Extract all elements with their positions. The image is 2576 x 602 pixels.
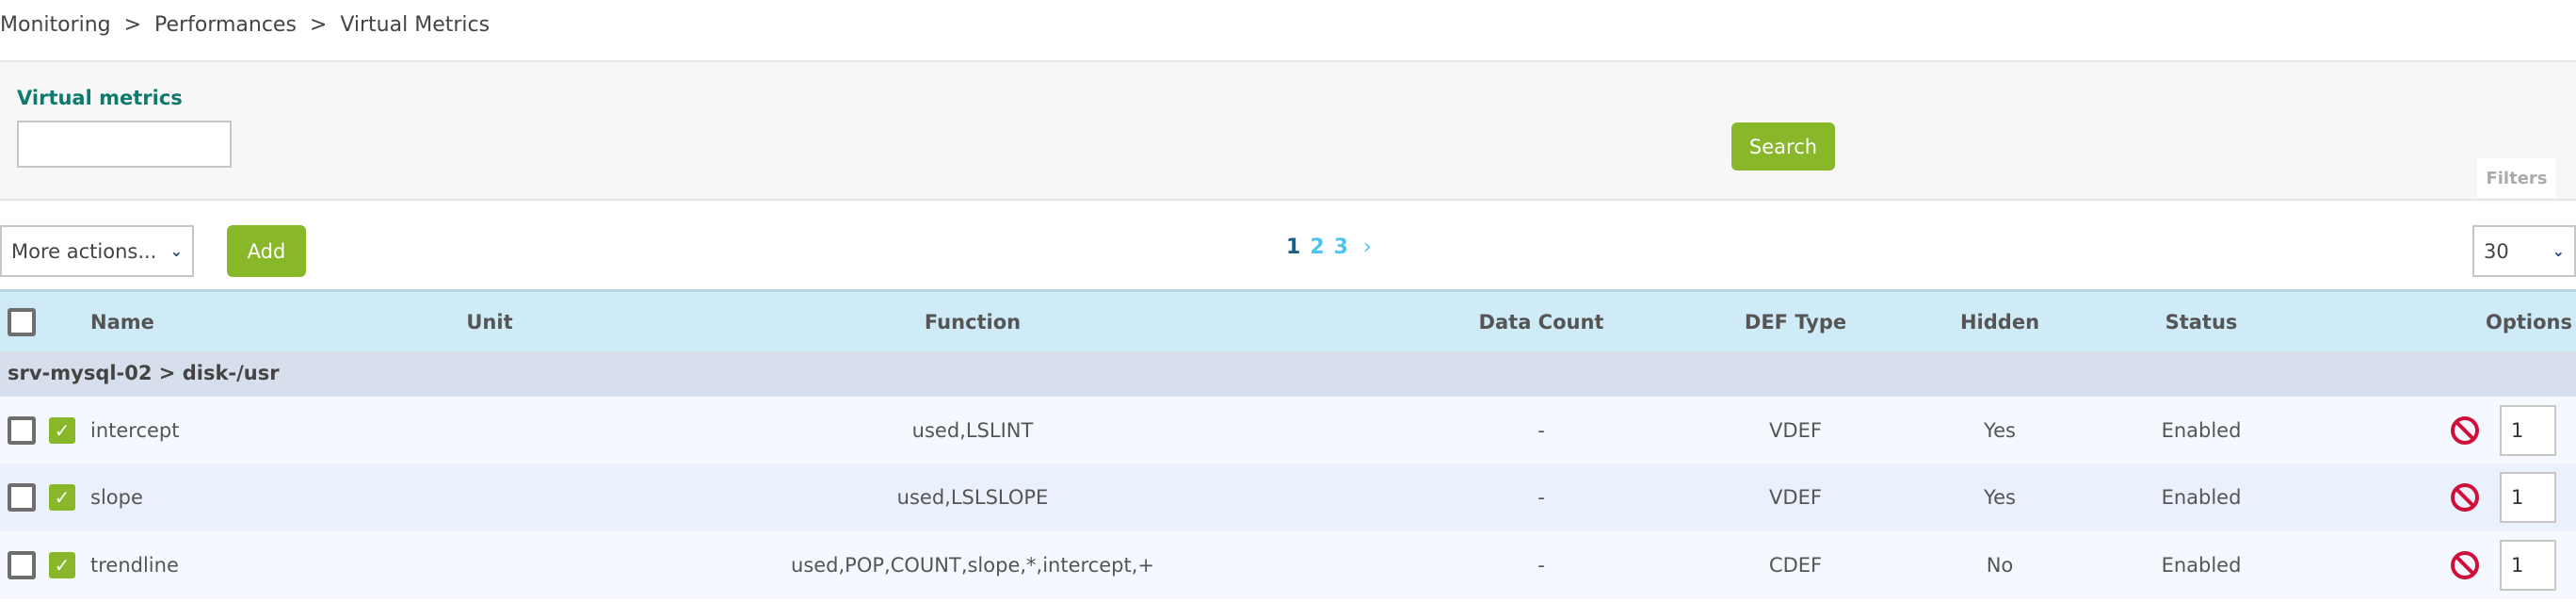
row-status: Enabled <box>2161 419 2242 442</box>
page-1[interactable]: 1 <box>1286 236 1301 259</box>
enabled-check-icon: ✓ <box>49 552 75 578</box>
row-function: used,POP,COUNT,slope,*,intercept,+ <box>791 554 1154 577</box>
header-status: Status <box>2165 310 2238 334</box>
next-page-icon[interactable]: › <box>1362 236 1372 259</box>
row-status: Enabled <box>2161 486 2242 509</box>
disable-icon[interactable] <box>2451 416 2479 445</box>
per-page-value: 30 <box>2484 239 2509 263</box>
chevron-down-icon: ⌄ <box>169 242 183 260</box>
row-data-count: - <box>1538 486 1545 509</box>
enabled-check-icon: ✓ <box>49 484 75 511</box>
row-def-type: VDEF <box>1769 419 1822 442</box>
filters-tab[interactable]: Filters <box>2477 158 2556 198</box>
table-header: Name Unit Function Data Count DEF Type H… <box>0 289 2576 351</box>
filter-panel <box>0 60 2576 201</box>
table-row: ✓ trendline used,POP,COUNT,slope,*,inter… <box>0 531 2576 599</box>
row-name[interactable]: slope <box>90 486 143 509</box>
row-data-count: - <box>1538 554 1545 577</box>
header-options: Options <box>2486 310 2572 334</box>
per-page-select[interactable]: 30 ⌄ <box>2472 225 2576 277</box>
breadcrumb: Monitoring > Performances > Virtual Metr… <box>0 13 491 37</box>
order-input[interactable]: 1 <box>2500 472 2556 523</box>
virtual-metrics-search-input[interactable] <box>17 121 232 168</box>
chevron-down-icon: ⌄ <box>2552 242 2565 260</box>
more-actions-select[interactable]: More actions... ⌄ <box>0 225 194 277</box>
group-row <box>0 351 2576 397</box>
add-button[interactable]: Add <box>227 225 306 277</box>
more-actions-label: More actions... <box>11 239 157 263</box>
row-hidden: No <box>1986 554 2014 577</box>
row-checkbox[interactable] <box>8 416 36 445</box>
search-button[interactable]: Search <box>1731 122 1835 171</box>
header-hidden: Hidden <box>1959 310 2040 334</box>
row-name[interactable]: intercept <box>90 419 180 442</box>
disable-icon[interactable] <box>2451 483 2479 512</box>
page-3[interactable]: 3 <box>1333 236 1348 259</box>
header-name[interactable]: Name <box>90 310 154 334</box>
select-all-checkbox[interactable] <box>8 307 36 336</box>
row-function: used,LSLSLOPE <box>896 486 1049 509</box>
row-checkbox[interactable] <box>8 483 36 512</box>
page-2[interactable]: 2 <box>1310 236 1325 259</box>
row-status: Enabled <box>2161 554 2242 577</box>
order-input[interactable]: 1 <box>2500 405 2556 456</box>
pagination: 1 2 3 › <box>1286 236 1372 259</box>
order-input[interactable]: 1 <box>2500 540 2556 591</box>
row-def-type: VDEF <box>1769 486 1822 509</box>
disable-icon[interactable] <box>2451 551 2479 579</box>
row-function: used,LSLINT <box>911 419 1034 442</box>
row-hidden: Yes <box>1984 419 2016 442</box>
enabled-check-icon: ✓ <box>49 417 75 444</box>
row-def-type: CDEF <box>1768 554 1823 577</box>
virtual-metrics-label: Virtual metrics <box>17 87 183 109</box>
row-hidden: Yes <box>1984 486 2016 509</box>
row-data-count: - <box>1538 419 1545 442</box>
group-label: srv-mysql-02 > disk-/usr <box>8 362 280 384</box>
header-function[interactable]: Function <box>924 310 1022 334</box>
header-def-type: DEF Type <box>1744 310 1847 334</box>
header-data-count: Data Count <box>1478 310 1604 334</box>
row-checkbox[interactable] <box>8 551 36 579</box>
row-name[interactable]: trendline <box>90 554 179 577</box>
table-row: ✓ intercept used,LSLINT - VDEF Yes Enabl… <box>0 397 2576 464</box>
table-row: ✓ slope used,LSLSLOPE - VDEF Yes Enabled… <box>0 464 2576 531</box>
header-unit[interactable]: Unit <box>466 310 513 334</box>
